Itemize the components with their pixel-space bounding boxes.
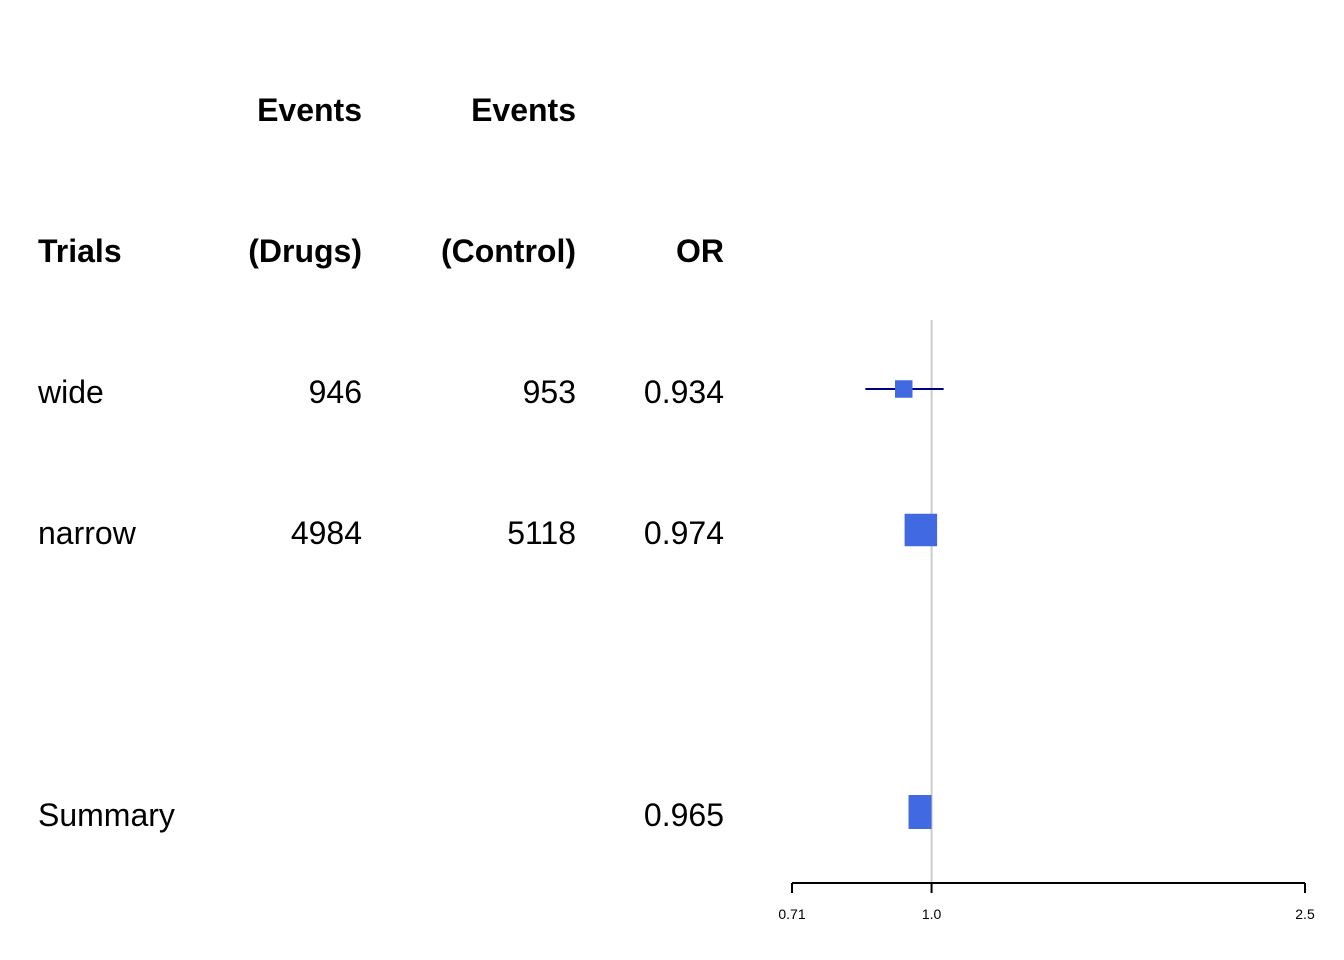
x-tick-label: 0.71 [778,906,805,922]
header-events-control: Events [471,92,576,128]
row-or: 0.974 [644,515,724,551]
summary-box [908,795,932,829]
row-label: narrow [38,515,137,551]
table-header: Events Events Trials (Drugs) (Control) O… [38,92,724,269]
or-box [895,380,913,398]
or-box [904,513,938,547]
row-events-drugs: 946 [309,374,362,410]
row-events-control: 5118 [507,515,576,551]
plot-area: 0.71 1.0 2.5 [778,320,1315,922]
header-events-drugs: Events [257,92,362,128]
summary-row: Summary 0.965 [38,797,724,833]
table-row: wide 946 953 0.934 [37,374,724,410]
summary-label: Summary [38,797,175,833]
x-tick-label: 1.0 [922,906,942,922]
header-control: (Control) [441,233,576,269]
header-or: OR [676,233,724,269]
row-or: 0.934 [644,374,724,410]
row-events-control: 953 [523,374,576,410]
header-drugs: (Drugs) [248,233,362,269]
row-label: wide [37,374,104,410]
summary-or: 0.965 [644,797,724,833]
row-events-drugs: 4984 [291,515,362,551]
header-trials: Trials [38,233,122,269]
x-tick-label: 2.5 [1295,906,1315,922]
table-row: narrow 4984 5118 0.974 [38,515,724,551]
